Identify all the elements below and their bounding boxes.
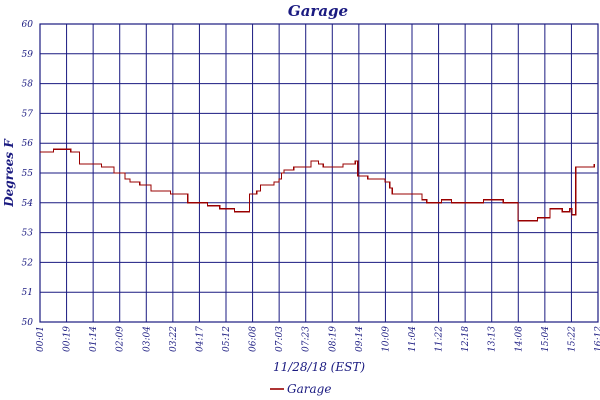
y-tick-label: 51 bbox=[22, 288, 33, 298]
x-tick-label: 16:12 bbox=[594, 326, 600, 352]
x-tick-label: 13:13 bbox=[488, 326, 498, 352]
x-tick-label: 05:12 bbox=[222, 326, 232, 352]
chart-title: Garage bbox=[288, 2, 348, 20]
x-tick-label: 15:22 bbox=[567, 326, 577, 352]
x-axis-label: 11/28/18 (EST) bbox=[273, 360, 365, 374]
y-axis-ticks: 50 51 52 53 54 55 56 57 58 59 60 bbox=[22, 20, 34, 328]
x-tick-label: 11:22 bbox=[435, 326, 445, 352]
y-tick-label: 54 bbox=[22, 199, 34, 209]
y-tick-label: 55 bbox=[22, 169, 34, 179]
legend: Garage bbox=[270, 382, 331, 396]
grid bbox=[40, 24, 598, 322]
y-tick-label: 57 bbox=[22, 109, 34, 119]
x-tick-label: 00:19 bbox=[63, 326, 73, 352]
y-tick-label: 59 bbox=[22, 50, 34, 60]
x-tick-label: 06:08 bbox=[249, 326, 259, 352]
x-tick-label: 07:23 bbox=[302, 326, 312, 352]
y-tick-label: 53 bbox=[22, 229, 34, 239]
x-tick-label: 07:03 bbox=[275, 326, 285, 352]
x-axis-ticks: 00:01 00:19 01:14 02:09 03:04 03:22 04:17 05:12… bbox=[36, 326, 600, 352]
y-tick-label: 56 bbox=[22, 139, 34, 149]
x-tick-label: 11:04 bbox=[408, 326, 418, 352]
y-tick-label: 58 bbox=[22, 80, 34, 90]
x-tick-label: 01:14 bbox=[89, 326, 99, 352]
x-tick-label: 08:19 bbox=[328, 326, 338, 352]
series-line-garage bbox=[40, 148, 595, 222]
y-tick-label: 50 bbox=[22, 318, 34, 328]
y-tick-label: 52 bbox=[22, 258, 34, 268]
series-lines bbox=[40, 148, 595, 222]
x-tick-label: 09:14 bbox=[355, 326, 365, 352]
x-tick-label: 03:22 bbox=[169, 326, 179, 352]
x-tick-label: 03:04 bbox=[142, 326, 152, 352]
x-tick-label: 02:09 bbox=[116, 326, 126, 352]
x-tick-label: 15:04 bbox=[541, 326, 551, 352]
x-tick-label: 04:17 bbox=[195, 326, 205, 352]
legend-label: Garage bbox=[287, 382, 331, 396]
y-tick-label: 60 bbox=[22, 20, 34, 30]
y-axis-label: Degrees F bbox=[2, 138, 16, 208]
x-tick-label: 14:08 bbox=[514, 326, 524, 352]
x-tick-label: 00:01 bbox=[36, 326, 46, 352]
x-tick-label: 12:18 bbox=[461, 326, 471, 352]
x-tick-label: 10:09 bbox=[381, 326, 391, 352]
